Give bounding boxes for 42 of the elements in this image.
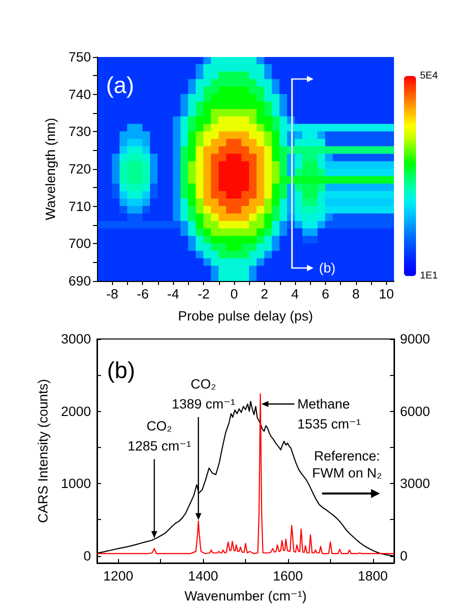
y-tick-label: 3000 bbox=[60, 332, 91, 346]
y-tick-label: 730 bbox=[68, 124, 91, 140]
x-tick-label: 8 bbox=[352, 286, 360, 302]
y2-tick-label: 9000 bbox=[400, 332, 430, 346]
x-tick-label: 4 bbox=[291, 286, 300, 302]
x-tick-label: -8 bbox=[106, 286, 118, 302]
y-tick-label: 720 bbox=[68, 162, 91, 176]
x-axis-title: Wavenumber (cm⁻¹) bbox=[184, 588, 307, 604]
x-tick-label: 1400 bbox=[188, 568, 218, 584]
y-tick-label: 2000 bbox=[60, 404, 91, 419]
y-axis-title: Wavelength (nm) bbox=[43, 118, 58, 220]
color-bar-label: 1E1 bbox=[420, 270, 438, 282]
x-tick-label: -2 bbox=[198, 286, 210, 302]
x-tick-label: 1200 bbox=[103, 568, 134, 584]
x-tick-label: 1600 bbox=[272, 568, 303, 584]
y-tick-label: 750 bbox=[68, 50, 91, 64]
annotation: (b) bbox=[107, 357, 136, 383]
annotation: CO₂ 1285 cm⁻¹ bbox=[128, 418, 192, 454]
x-axis-title: Probe pulse delay (ps) bbox=[178, 308, 314, 324]
x-tick-label: -6 bbox=[136, 286, 149, 302]
x-tick-label: 1800 bbox=[358, 568, 388, 584]
x-tick-label: 0 bbox=[230, 286, 238, 302]
annotation: Reference: FWM on N₂ bbox=[312, 448, 382, 480]
y-tick-label: 1000 bbox=[60, 476, 91, 492]
annotation: (a) bbox=[106, 72, 134, 98]
y-tick-label: 690 bbox=[68, 274, 91, 288]
annotation: Methane 1535 cm⁻¹ bbox=[297, 396, 362, 432]
ref-line-label: (b) bbox=[318, 260, 336, 276]
x-tick-label: 6 bbox=[322, 286, 330, 302]
x-tick-label: 2 bbox=[260, 286, 268, 302]
y2-tick-label: 3000 bbox=[400, 476, 430, 492]
y-tick-label: 740 bbox=[68, 86, 91, 102]
annotation: CO₂ 1389 cm⁻¹ bbox=[172, 376, 236, 412]
y-tick-label: 710 bbox=[68, 198, 91, 214]
y-tick-label: 700 bbox=[68, 236, 91, 252]
x-tick-label: -4 bbox=[167, 286, 180, 302]
y-axis-title: CARS Intensity (counts) bbox=[36, 378, 51, 524]
color-bar-label: 5E4 bbox=[420, 70, 438, 82]
y2-tick-label: 6000 bbox=[400, 404, 430, 419]
x-tick-label: 10 bbox=[378, 286, 394, 302]
y2-tick-label: 0 bbox=[400, 548, 408, 564]
y-tick-label: 0 bbox=[83, 548, 91, 564]
